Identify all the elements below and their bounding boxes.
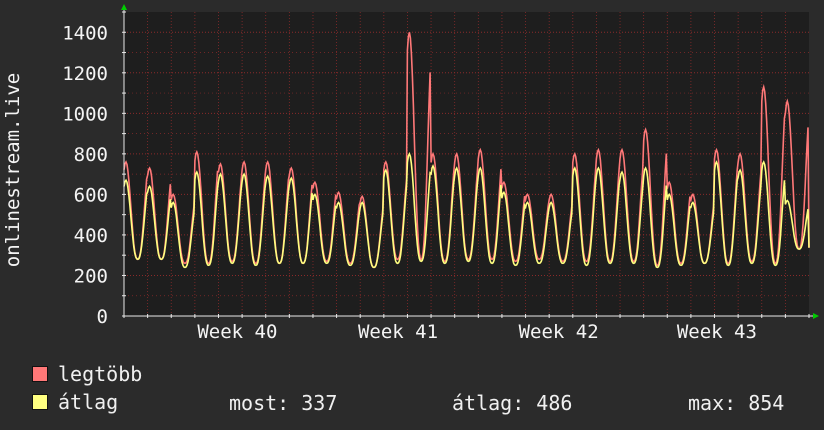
stat-average: átlag: 486	[452, 391, 573, 415]
x-tick-label: Week 43	[677, 321, 757, 343]
legend-swatch-max	[32, 365, 48, 382]
plot-area	[124, 12, 809, 316]
y-axis-label: onlinestream.live	[2, 73, 24, 267]
series-group	[123, 32, 810, 269]
y-tick-label: 200	[74, 265, 108, 287]
y-axis-arrow	[121, 4, 127, 10]
stat-max: max: 854	[688, 391, 785, 415]
y-tick-label: 1400	[62, 22, 108, 44]
legend-swatch-avg	[32, 393, 48, 410]
y-tick-label: 400	[74, 225, 108, 247]
stat-current: most: 337	[229, 391, 338, 415]
legend-item-avg: átlag	[32, 391, 118, 413]
traffic-chart: 0 200 400 600 800 1000 1200 1400 Week 40 Week 41…	[2, 4, 819, 343]
x-axis-arrow	[813, 313, 819, 319]
y-tick-label: 600	[74, 184, 108, 206]
y-tick-label: 800	[74, 144, 108, 166]
x-tick-label: Week 40	[197, 321, 277, 343]
legend-label-avg: átlag	[58, 390, 119, 414]
series-line-avg	[123, 151, 810, 269]
legend-label-max: legtöbb	[58, 362, 143, 386]
x-tick-labels: Week 40 Week 41 Week 42 Week 43	[197, 321, 757, 343]
x-tick-label: Week 42	[519, 321, 599, 343]
y-tick-label: 0	[97, 306, 108, 328]
legend-item-max: legtöbb	[32, 363, 142, 385]
y-tick-label: 1000	[62, 103, 108, 125]
y-tick-label: 1200	[62, 63, 108, 85]
x-tick-label: Week 41	[358, 321, 438, 343]
y-tick-labels: 0 200 400 600 800 1000 1200 1400	[62, 22, 108, 328]
axes	[121, 4, 819, 319]
